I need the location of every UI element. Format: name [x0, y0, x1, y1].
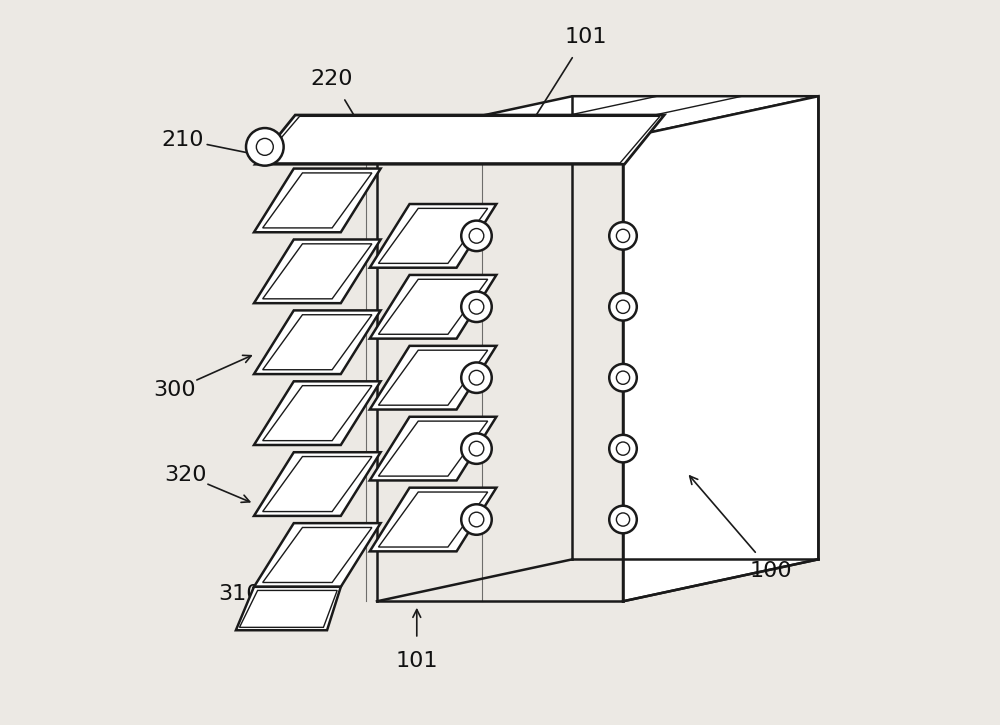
Circle shape	[616, 442, 630, 455]
Polygon shape	[623, 96, 818, 601]
Circle shape	[469, 370, 484, 385]
Polygon shape	[254, 452, 381, 516]
Polygon shape	[370, 275, 496, 339]
Text: 210: 210	[162, 130, 204, 149]
Circle shape	[609, 293, 637, 320]
Circle shape	[461, 434, 492, 464]
Circle shape	[461, 220, 492, 251]
Polygon shape	[255, 115, 664, 165]
Polygon shape	[254, 381, 381, 445]
Circle shape	[609, 364, 637, 392]
Circle shape	[469, 228, 484, 243]
Circle shape	[616, 371, 630, 384]
Text: 101: 101	[564, 27, 607, 47]
Polygon shape	[370, 417, 496, 481]
Polygon shape	[370, 204, 496, 268]
Polygon shape	[254, 239, 381, 303]
Circle shape	[461, 505, 492, 535]
Circle shape	[469, 512, 484, 527]
Text: 310: 310	[218, 584, 261, 604]
Circle shape	[609, 506, 637, 534]
Circle shape	[469, 299, 484, 314]
Circle shape	[616, 300, 630, 313]
Text: 320: 320	[164, 465, 206, 484]
Circle shape	[616, 229, 630, 242]
Polygon shape	[254, 523, 381, 587]
Polygon shape	[377, 96, 818, 138]
Circle shape	[609, 435, 637, 463]
Circle shape	[256, 138, 273, 155]
Circle shape	[609, 222, 637, 249]
Polygon shape	[236, 587, 341, 630]
Circle shape	[461, 291, 492, 322]
Text: 100: 100	[750, 561, 793, 581]
Polygon shape	[254, 310, 381, 374]
Text: 300: 300	[153, 380, 196, 400]
Circle shape	[616, 513, 630, 526]
Circle shape	[469, 442, 484, 456]
Text: 101: 101	[396, 650, 438, 671]
Polygon shape	[254, 169, 381, 232]
Text: 220: 220	[311, 69, 353, 89]
Polygon shape	[370, 488, 496, 552]
Polygon shape	[370, 346, 496, 410]
Circle shape	[246, 128, 284, 166]
Circle shape	[461, 362, 492, 393]
